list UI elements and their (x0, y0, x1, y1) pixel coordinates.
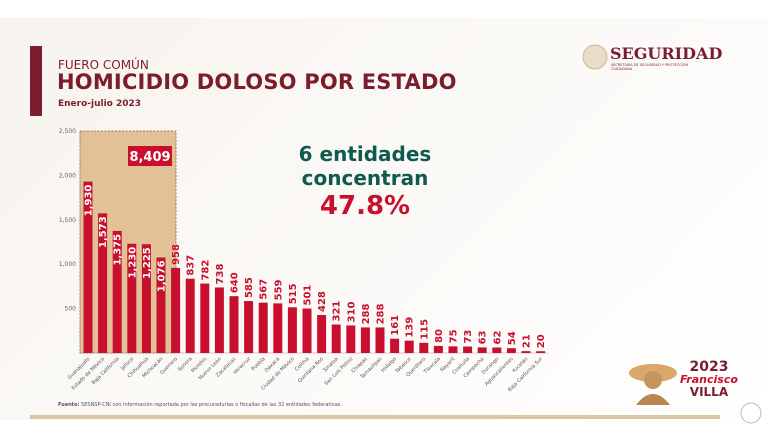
bar (287, 307, 297, 353)
bar (214, 287, 224, 353)
value-label: 1,230 (127, 247, 138, 279)
value-label: 80 (434, 329, 445, 343)
bar (404, 340, 414, 353)
callout: 6 entidades concentran 47.8% (280, 142, 450, 222)
highlight-total-label: 8,409 (129, 150, 170, 165)
y-tick-label: 2,000 (59, 172, 76, 179)
value-label: 62 (492, 331, 503, 345)
footer-year: 2023 (689, 359, 729, 375)
period: Enero-julio 2023 (58, 99, 142, 109)
bar (536, 351, 546, 353)
bar (360, 327, 370, 353)
value-label: 958 (171, 244, 182, 265)
bar (448, 346, 458, 353)
value-label: 559 (273, 279, 284, 300)
y-tick-label: 500 (65, 306, 77, 313)
bar (419, 342, 429, 353)
source-label: Fuente: (58, 402, 80, 408)
bar (185, 278, 195, 353)
footer-name1: Francisco (680, 373, 738, 386)
value-label: 1,225 (142, 247, 153, 279)
value-label: 21 (522, 334, 533, 348)
bar (346, 325, 356, 353)
value-label: 1,076 (157, 260, 168, 292)
francisco-villa-portrait-icon (629, 364, 677, 405)
bar (390, 338, 400, 353)
value-label: 738 (215, 264, 226, 285)
bar (521, 351, 531, 353)
bar (171, 267, 181, 353)
value-label: 20 (536, 334, 547, 348)
value-label: 310 (346, 302, 357, 323)
seal-icon (740, 402, 762, 424)
value-label: 139 (405, 317, 416, 338)
source-text: SESNSP-CNI con información reportada por… (79, 402, 342, 408)
value-label: 161 (390, 315, 401, 336)
value-label: 288 (361, 304, 372, 325)
y-tick-label: 1,500 (59, 217, 76, 224)
bar (156, 257, 166, 353)
logo-subtitle: SECRETARÍA DE SEGURIDAD Y PROTECCIÓN CIU… (611, 63, 688, 71)
bar (229, 296, 239, 353)
bar (83, 181, 93, 353)
bar (98, 213, 108, 353)
value-label: 63 (478, 330, 489, 344)
bar (492, 347, 502, 353)
value-label: 54 (507, 331, 518, 345)
bar (331, 324, 341, 353)
value-label: 115 (419, 319, 430, 340)
bar (477, 347, 487, 353)
bar (506, 348, 516, 353)
value-label: 321 (332, 301, 343, 322)
bar (141, 244, 151, 353)
bar (200, 283, 210, 353)
kicker: FUERO COMÚN (58, 58, 149, 72)
bar (244, 301, 254, 353)
bar (258, 302, 268, 353)
value-label: 75 (449, 329, 460, 343)
value-label: 1,375 (113, 234, 124, 266)
value-label: 585 (244, 277, 255, 298)
value-label: 782 (200, 260, 211, 281)
value-label: 515 (288, 283, 299, 304)
footer-name2: VILLA (689, 385, 729, 399)
callout-line1: 6 entidades (298, 142, 432, 166)
callout-line2: concentran (301, 166, 429, 190)
highlight-total-box (128, 146, 172, 166)
value-label: 501 (303, 285, 314, 306)
bar (273, 303, 283, 353)
value-label: 1,573 (98, 216, 109, 248)
accent-bar (30, 46, 42, 116)
y-tick-label: 1,000 (59, 261, 76, 268)
value-label: 640 (230, 272, 241, 293)
page-title: HOMICIDIO DOLOSO POR ESTADO (57, 70, 457, 94)
value-label: 73 (463, 330, 474, 344)
value-label: 288 (376, 304, 387, 325)
source-note: Fuente: SESNSP-CNI con información repor… (58, 402, 342, 408)
bar (112, 230, 122, 353)
bar (127, 243, 137, 353)
value-label: 1,930 (84, 185, 95, 217)
callout-value: 47.8% (319, 191, 411, 221)
bar (375, 327, 385, 353)
y-tick-label: 2,500 (59, 128, 76, 135)
value-label: 837 (186, 255, 197, 276)
bottom-band (30, 415, 720, 419)
value-label: 428 (317, 291, 328, 312)
bar (433, 345, 443, 353)
footer-logo: 2023 Francisco VILLA (680, 360, 738, 399)
logo-name: SEGURIDAD (610, 44, 723, 63)
coat-of-arms-icon (582, 44, 608, 70)
bar (463, 346, 473, 353)
bar (317, 314, 327, 353)
value-label: 567 (259, 279, 270, 300)
bar (302, 308, 312, 353)
